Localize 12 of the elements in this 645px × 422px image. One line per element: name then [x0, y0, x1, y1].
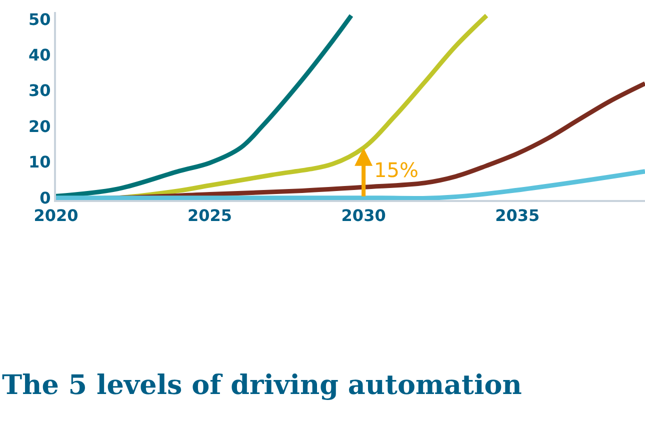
x-tick-label: 2035 — [495, 206, 540, 226]
y-tick-label: 20 — [28, 116, 51, 136]
x-tick-label: 2030 — [341, 206, 386, 226]
y-tick-label: 0 — [40, 188, 51, 208]
y-tick-label: 10 — [28, 152, 51, 172]
text: The 5 levels of driving automation — [2, 370, 522, 401]
y-tick-label: 50 — [28, 10, 51, 29]
annotation: 15% — [374, 158, 418, 182]
y-tick-label: 30 — [28, 81, 51, 100]
y-tick-label: 40 — [28, 45, 51, 64]
x-tick-label: 2025 — [188, 206, 232, 226]
x-tick-label: 2020 — [34, 206, 78, 226]
